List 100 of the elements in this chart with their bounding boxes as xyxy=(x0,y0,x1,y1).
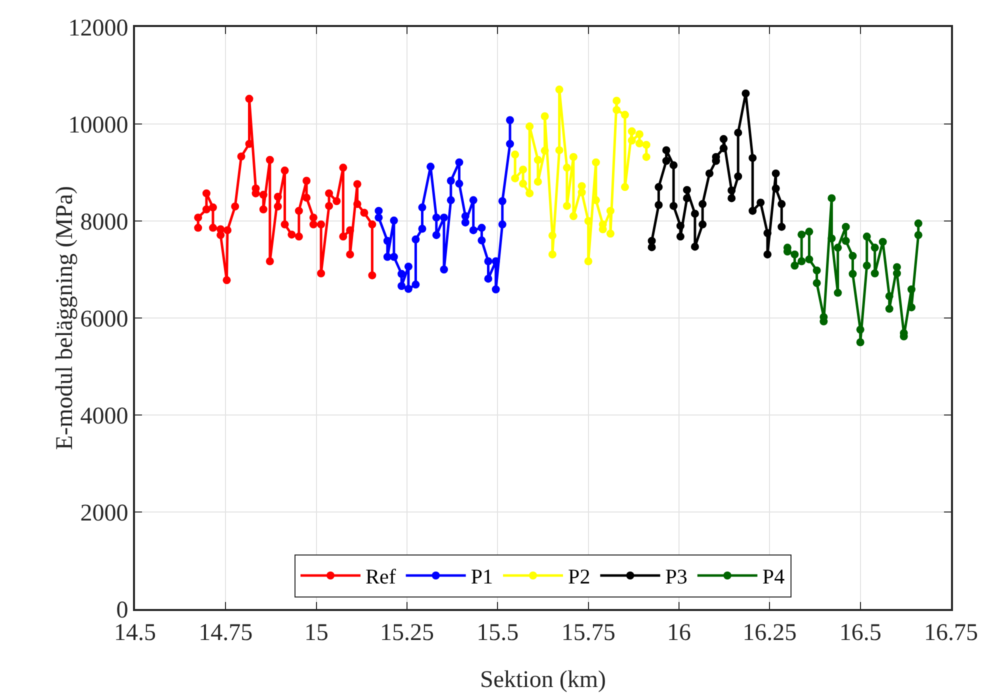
x-tick-label: 16.75 xyxy=(924,620,978,646)
x-tick-label: 16.25 xyxy=(742,620,797,646)
point xyxy=(526,189,534,198)
point xyxy=(555,86,564,94)
point xyxy=(870,244,879,252)
point xyxy=(856,326,864,334)
x-tick-label: 16.5 xyxy=(839,620,882,646)
point xyxy=(628,136,636,144)
point xyxy=(662,146,670,154)
point xyxy=(606,230,614,238)
point xyxy=(812,279,821,288)
x-axis-title: Sektion (km) xyxy=(480,667,606,693)
point xyxy=(548,250,556,258)
point xyxy=(309,214,318,222)
point xyxy=(266,156,274,164)
point xyxy=(478,224,486,232)
point xyxy=(848,270,857,278)
point xyxy=(266,257,274,266)
point xyxy=(325,202,334,210)
point xyxy=(842,236,850,245)
point xyxy=(288,230,296,239)
point xyxy=(592,158,600,166)
point xyxy=(469,226,478,234)
point xyxy=(374,206,383,215)
point xyxy=(798,257,806,266)
point xyxy=(346,226,354,234)
point xyxy=(862,232,871,241)
point xyxy=(914,219,922,228)
point xyxy=(390,252,398,261)
point xyxy=(426,162,435,171)
y-axis-title: E-modul beläggning (MPa) xyxy=(52,186,78,450)
point xyxy=(440,214,448,222)
point xyxy=(907,303,916,312)
point xyxy=(798,230,806,239)
x-tick-label: 14.75 xyxy=(198,620,253,646)
point xyxy=(390,216,398,225)
x-tick-label: 15.5 xyxy=(476,620,519,646)
point xyxy=(690,210,699,218)
point xyxy=(339,164,348,172)
point xyxy=(383,236,392,245)
point xyxy=(280,220,289,228)
point xyxy=(635,130,644,138)
point xyxy=(914,231,922,240)
point xyxy=(907,285,916,294)
point xyxy=(498,220,506,228)
point xyxy=(317,269,326,278)
point xyxy=(398,270,406,278)
point xyxy=(540,146,549,155)
point xyxy=(368,271,376,280)
point xyxy=(734,172,742,180)
point xyxy=(690,242,699,251)
point xyxy=(569,152,578,161)
point xyxy=(478,236,486,244)
point xyxy=(208,224,217,232)
point xyxy=(635,139,644,148)
point xyxy=(360,208,368,217)
point xyxy=(870,269,879,278)
point xyxy=(662,156,670,165)
point xyxy=(492,257,500,266)
point xyxy=(885,304,894,313)
point xyxy=(878,238,887,246)
point xyxy=(790,250,799,258)
point xyxy=(805,228,814,236)
point xyxy=(469,196,478,204)
legend-label: P4 xyxy=(762,564,786,589)
point xyxy=(720,135,728,144)
point xyxy=(231,202,240,210)
point xyxy=(856,338,864,346)
point xyxy=(259,190,268,199)
point xyxy=(748,154,757,162)
point xyxy=(778,222,786,231)
point xyxy=(670,161,678,170)
point xyxy=(216,231,225,240)
point xyxy=(698,220,707,228)
point xyxy=(418,224,426,233)
point xyxy=(245,94,254,103)
point xyxy=(202,205,210,214)
point xyxy=(461,218,470,226)
x-tick-label: 15.75 xyxy=(561,620,616,646)
point xyxy=(828,194,836,202)
point xyxy=(642,140,650,149)
point xyxy=(728,186,736,194)
point xyxy=(412,280,420,289)
point xyxy=(294,206,303,215)
point xyxy=(628,127,636,136)
point xyxy=(540,112,549,120)
point xyxy=(404,284,412,293)
point xyxy=(511,150,520,159)
point xyxy=(676,232,684,241)
point xyxy=(455,180,464,188)
point xyxy=(648,236,656,245)
point xyxy=(705,169,714,178)
y-tick-label: 10000 xyxy=(68,112,128,138)
point xyxy=(742,89,750,98)
point xyxy=(654,183,663,192)
point xyxy=(548,232,556,240)
point xyxy=(412,235,420,244)
point xyxy=(805,255,814,264)
point xyxy=(620,183,629,192)
y-tick-label: 4000 xyxy=(80,403,128,430)
